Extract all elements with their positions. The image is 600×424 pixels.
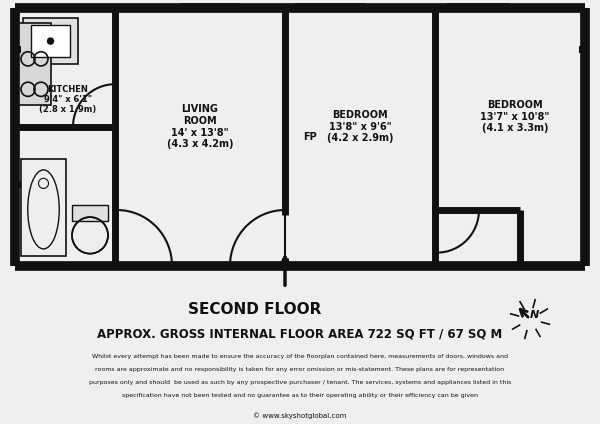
Text: purposes only and should  be used as such by any prospective purchaser / tenant.: purposes only and should be used as such… xyxy=(89,379,511,385)
Text: specification have not been tested and no guarantee as to their operating abilit: specification have not been tested and n… xyxy=(122,393,478,398)
Ellipse shape xyxy=(28,170,59,249)
Bar xyxy=(579,46,589,53)
Text: Whilst every attempt has been made to ensure the accuracy of the floorplan conta: Whilst every attempt has been made to en… xyxy=(92,354,508,359)
Text: KITCHEN
9'4" x 6'1"
(2.8 x 1.9m): KITCHEN 9'4" x 6'1" (2.8 x 1.9m) xyxy=(40,84,97,114)
Text: rooms are approximate and no responsibility is taken for any error omission or m: rooms are approximate and no responsibil… xyxy=(95,366,505,371)
Bar xyxy=(21,159,66,256)
Bar xyxy=(11,181,21,188)
Bar xyxy=(31,25,70,57)
Bar xyxy=(180,3,240,12)
Bar xyxy=(23,18,78,64)
Bar xyxy=(19,23,51,104)
Circle shape xyxy=(47,38,53,44)
Text: © www.skyshotglobal.com: © www.skyshotglobal.com xyxy=(253,413,347,419)
Text: BEDROOM
13'8" x 9'6"
(4.2 x 2.9m): BEDROOM 13'8" x 9'6" (4.2 x 2.9m) xyxy=(327,110,393,143)
Bar xyxy=(295,3,365,12)
Bar xyxy=(447,3,509,12)
Bar xyxy=(72,205,108,221)
Text: APPROX. GROSS INTERNAL FLOOR AREA 722 SQ FT / 67 SQ M: APPROX. GROSS INTERNAL FLOOR AREA 722 SQ… xyxy=(97,328,503,340)
Circle shape xyxy=(72,217,108,254)
Text: N: N xyxy=(529,310,539,320)
Bar xyxy=(11,46,21,53)
Text: SECOND FLOOR: SECOND FLOOR xyxy=(188,301,322,317)
Text: FP: FP xyxy=(303,132,317,142)
Text: LIVING
ROOM
14' x 13'8"
(4.3 x 4.2m): LIVING ROOM 14' x 13'8" (4.3 x 4.2m) xyxy=(167,104,233,149)
Text: BEDROOM
13'7" x 10'8"
(4.1 x 3.3m): BEDROOM 13'7" x 10'8" (4.1 x 3.3m) xyxy=(481,100,550,133)
